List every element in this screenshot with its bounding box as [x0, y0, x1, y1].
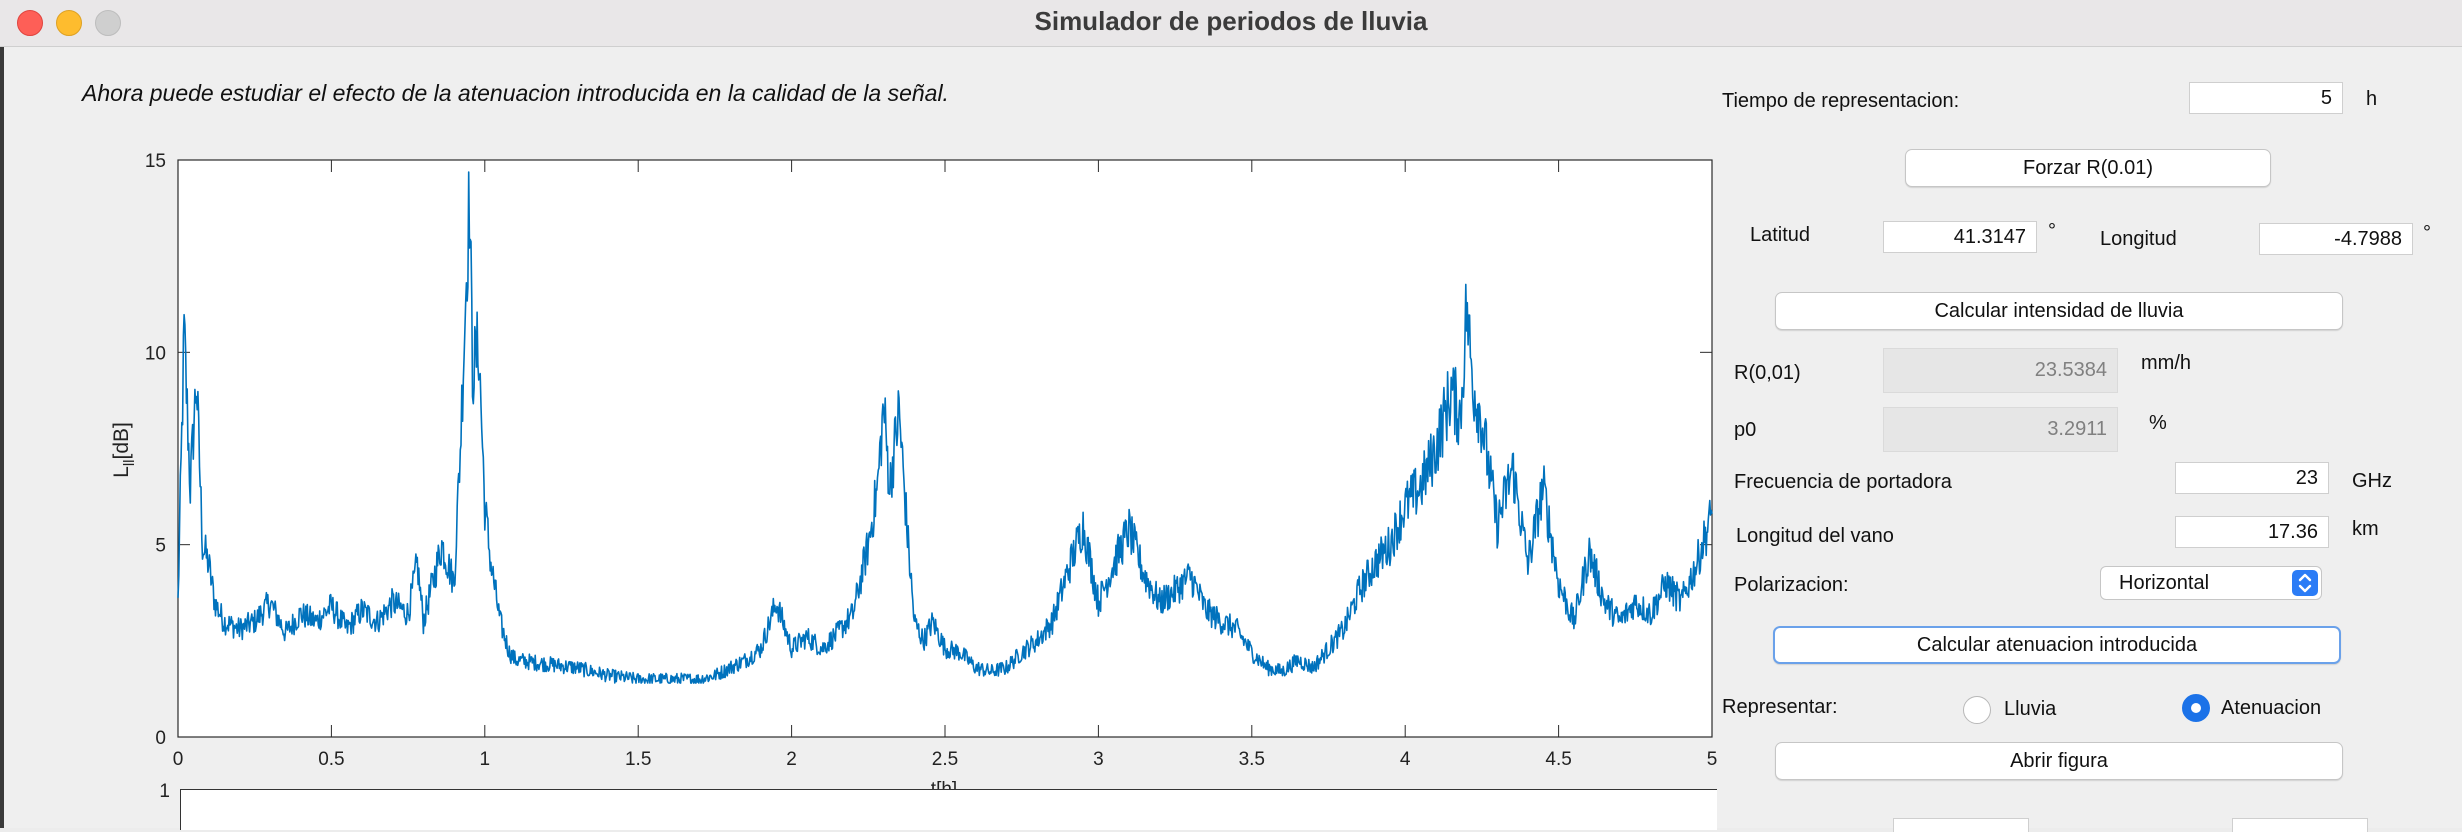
second-latitud-input-partial[interactable] — [1893, 818, 2029, 832]
zoom-window-button[interactable] — [95, 10, 121, 36]
vano-input[interactable]: 17.36 — [2175, 516, 2329, 548]
radio-lluvia-label[interactable]: Lluvia — [2004, 698, 2057, 720]
p0-unit: % — [2149, 412, 2167, 434]
x-tick-label: 5 — [1707, 749, 1718, 770]
y-axis-label-main: L — [110, 466, 133, 478]
forzar-r001-button[interactable]: Forzar R(0.01) — [1905, 149, 2271, 187]
latitud-unit: ° — [2048, 220, 2056, 242]
y-tick-label: 5 — [155, 536, 166, 557]
polarizacion-label: Polarizacion: — [1734, 574, 1849, 596]
r001-label: R(0,01) — [1734, 362, 1801, 384]
window-title: Simulador de periodos de lluvia — [1034, 6, 1428, 36]
calcular-atenuacion-button[interactable]: Calcular atenuacion introducida — [1773, 626, 2341, 664]
p0-label: p0 — [1734, 419, 1757, 441]
minimize-window-button[interactable] — [56, 10, 82, 36]
latitud-label: Latitud — [1750, 224, 1811, 246]
tiempo-input[interactable]: 5 — [2189, 82, 2343, 114]
x-tick-label: 0 — [173, 749, 184, 770]
x-tick-label: 1 — [480, 749, 491, 770]
tiempo-unit: h — [2366, 88, 2378, 110]
second-longitud-input-partial[interactable] — [2232, 818, 2368, 832]
x-tick-label: 1.5 — [625, 749, 651, 770]
polarizacion-select[interactable]: Horizontal — [2100, 566, 2322, 600]
instructions-text: Ahora puede estudiar el efecto de la ate… — [82, 80, 949, 106]
svg-text:Lll[dB]: Lll[dB] — [110, 422, 138, 478]
radio-lluvia[interactable] — [1963, 696, 1991, 724]
calcular-intensidad-button[interactable]: Calcular intensidad de lluvia — [1775, 292, 2343, 330]
y-axis-label: Lll[dB] — [110, 422, 138, 478]
select-arrows-icon — [2292, 570, 2318, 596]
radio-atenuacion[interactable] — [2182, 694, 2210, 722]
latitud-input[interactable]: 41.3147 — [1883, 221, 2037, 253]
second-plot-area — [180, 789, 1717, 830]
y-tick-label: 10 — [145, 343, 166, 364]
y-axis-label-unit: [dB] — [110, 422, 133, 459]
window-left-edge — [0, 47, 4, 828]
tiempo-label: Tiempo de representacion: — [1722, 90, 1960, 112]
title-bar: Simulador de periodos de lluvia — [0, 0, 2462, 47]
longitud-unit: ° — [2423, 222, 2431, 244]
y-tick-label: 0 — [155, 728, 166, 749]
p0-output: 3.2911 — [1883, 407, 2118, 452]
frecuencia-unit: GHz — [2352, 470, 2392, 492]
r001-output: 23.5384 — [1883, 348, 2118, 393]
representar-label: Representar: — [1722, 696, 1838, 718]
x-tick-label: 3 — [1093, 749, 1104, 770]
x-tick-label: 0.5 — [318, 749, 344, 770]
x-tick-label: 2.5 — [932, 749, 958, 770]
x-tick-label: 2 — [786, 749, 797, 770]
frecuencia-label: Frecuencia de portadora — [1734, 471, 1952, 493]
x-tick-label: 3.5 — [1239, 749, 1265, 770]
longitud-input[interactable]: -4.7988 — [2259, 223, 2413, 255]
frecuencia-input[interactable]: 23 — [2175, 462, 2329, 494]
y-tick-label: 15 — [145, 151, 166, 172]
attenuation-series-line — [177, 171, 1713, 684]
close-window-button[interactable] — [17, 10, 43, 36]
second-plot-ytick-1: 1 — [159, 781, 170, 802]
polarizacion-selected-value: Horizontal — [2119, 572, 2210, 594]
abrir-figura-button[interactable]: Abrir figura — [1775, 742, 2343, 780]
x-tick-label: 4.5 — [1545, 749, 1571, 770]
longitud-label: Longitud — [2100, 228, 2177, 250]
radio-atenuacion-label[interactable]: Atenuacion — [2221, 697, 2322, 719]
r001-unit: mm/h — [2141, 352, 2191, 374]
vano-label: Longitud del vano — [1736, 525, 1894, 547]
y-axis-label-sub: ll — [121, 460, 138, 467]
x-tick-label: 4 — [1400, 749, 1411, 770]
vano-unit: km — [2352, 518, 2379, 540]
